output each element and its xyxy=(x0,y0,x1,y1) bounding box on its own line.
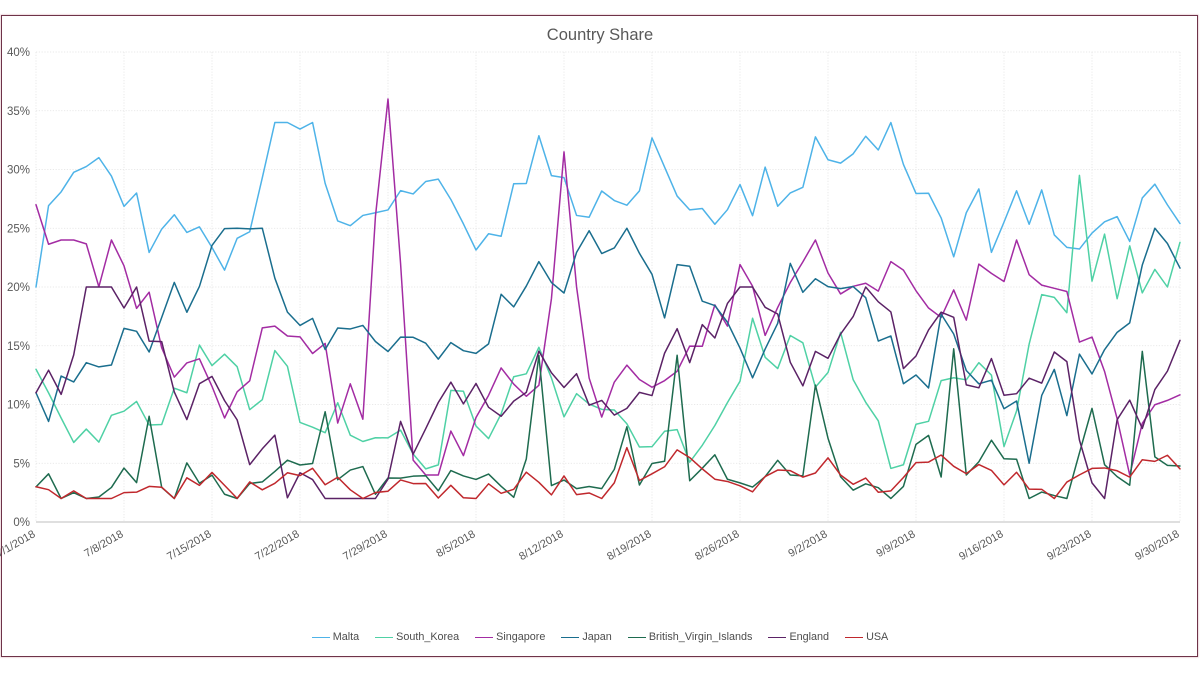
svg-text:8/5/2018: 8/5/2018 xyxy=(434,528,477,560)
svg-text:7/29/2018: 7/29/2018 xyxy=(341,528,389,563)
svg-text:9/16/2018: 9/16/2018 xyxy=(957,528,1005,563)
svg-text:0%: 0% xyxy=(13,517,30,529)
svg-text:40%: 40% xyxy=(7,47,30,59)
svg-text:8/26/2018: 8/26/2018 xyxy=(693,528,741,563)
svg-text:9/9/2018: 9/9/2018 xyxy=(874,528,917,560)
svg-text:25%: 25% xyxy=(7,223,30,235)
svg-text:7/15/2018: 7/15/2018 xyxy=(165,528,213,563)
svg-text:7/22/2018: 7/22/2018 xyxy=(253,528,301,563)
svg-text:7/1/2018: 7/1/2018 xyxy=(0,528,38,560)
svg-text:9/23/2018: 9/23/2018 xyxy=(1045,528,1093,563)
svg-text:10%: 10% xyxy=(7,400,30,412)
svg-text:7/8/2018: 7/8/2018 xyxy=(82,528,125,560)
svg-text:8/19/2018: 8/19/2018 xyxy=(605,528,653,563)
svg-text:5%: 5% xyxy=(13,458,30,470)
svg-text:20%: 20% xyxy=(7,282,30,294)
svg-text:8/12/2018: 8/12/2018 xyxy=(517,528,565,563)
svg-text:15%: 15% xyxy=(7,341,30,353)
svg-text:9/30/2018: 9/30/2018 xyxy=(1133,528,1181,563)
svg-text:35%: 35% xyxy=(7,106,30,118)
svg-text:9/2/2018: 9/2/2018 xyxy=(786,528,829,560)
svg-text:30%: 30% xyxy=(7,165,30,177)
